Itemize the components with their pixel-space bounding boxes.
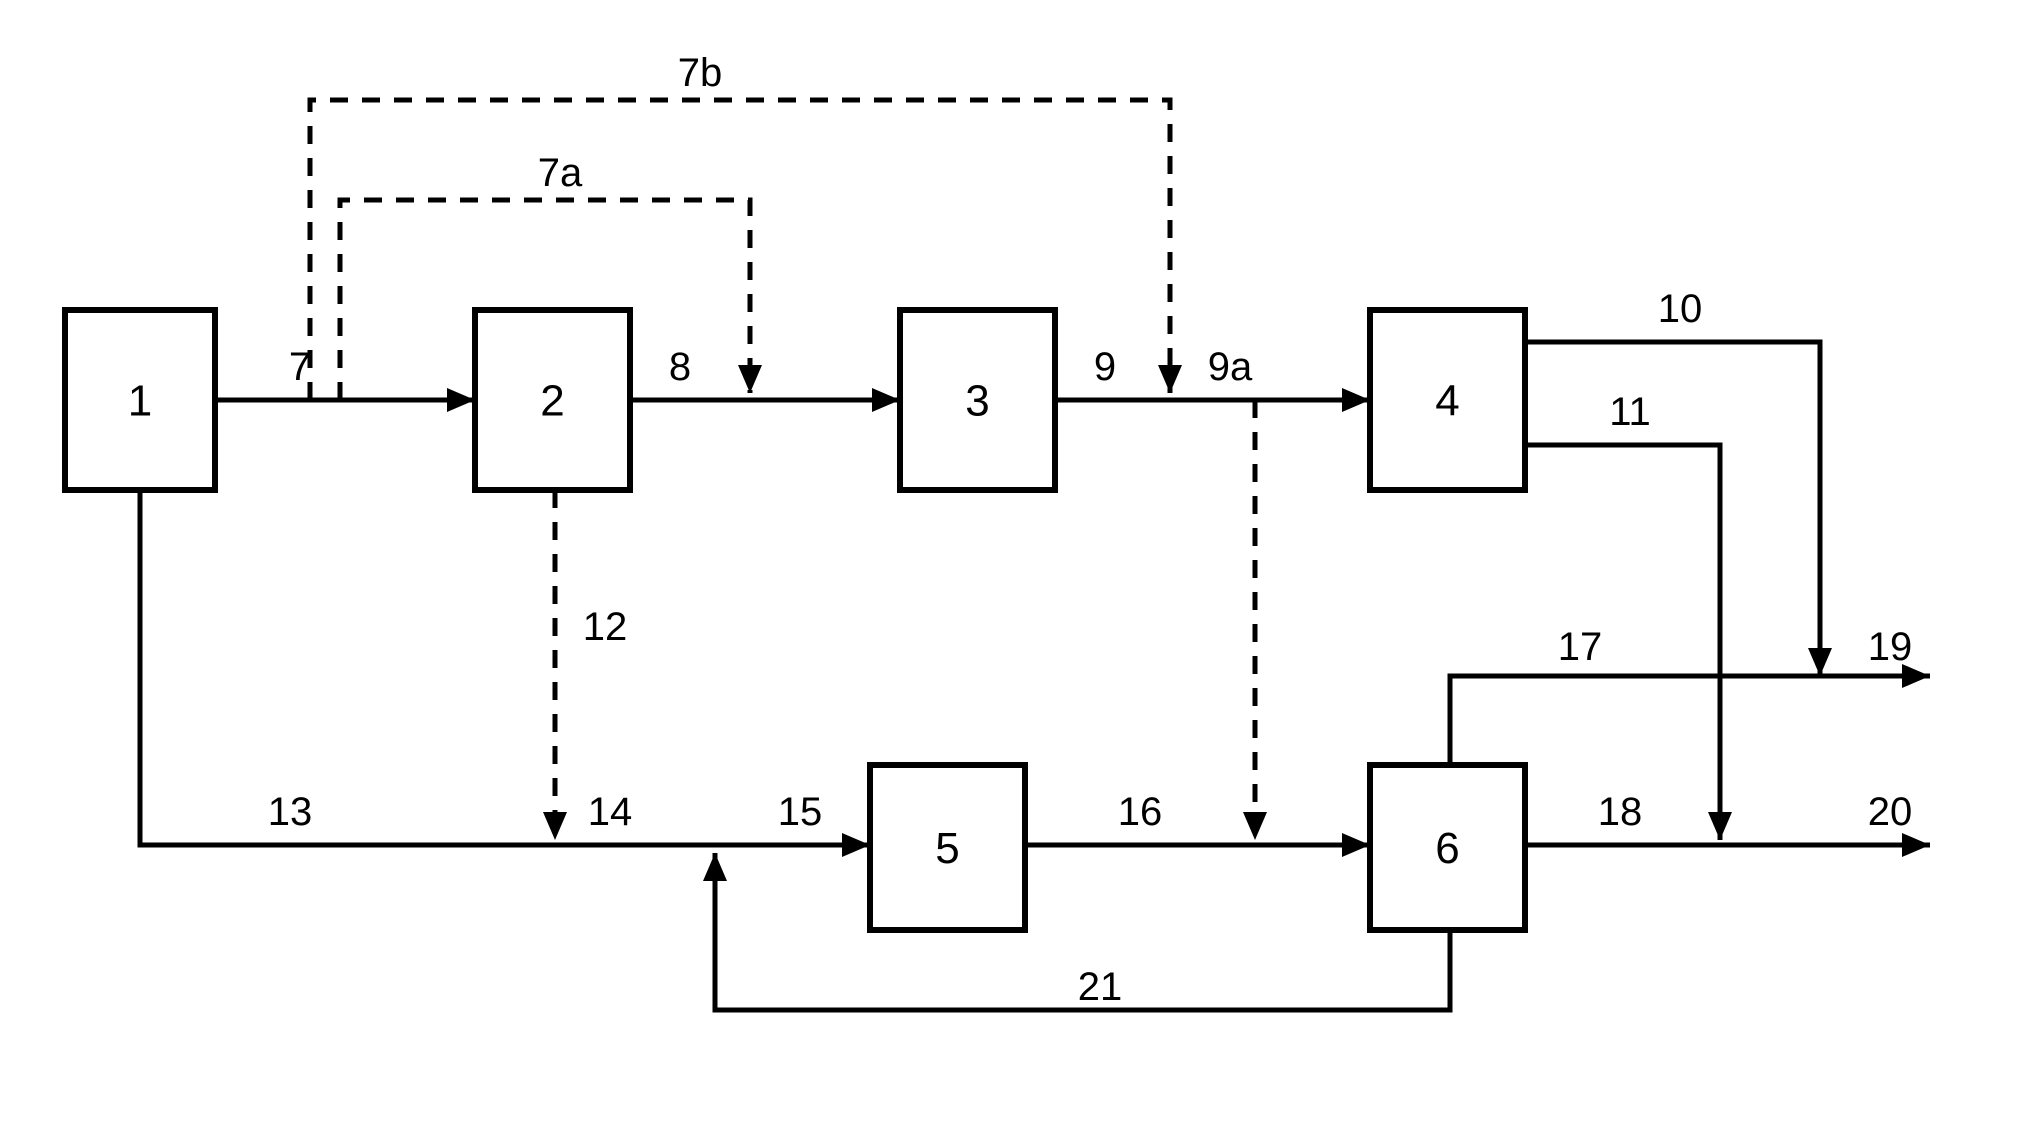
edge-label-e7a: 7a xyxy=(538,151,583,195)
edge-label-e9a: 9a xyxy=(1208,345,1253,389)
arrowhead xyxy=(872,388,900,412)
node-label-n2: 2 xyxy=(540,377,564,426)
node-label-n1: 1 xyxy=(128,377,152,426)
arrowhead xyxy=(703,853,727,881)
edge-label-e16: 16 xyxy=(1118,790,1163,834)
edge-label-e7b: 7b xyxy=(678,51,723,95)
node-label-n6: 6 xyxy=(1435,824,1459,873)
arrowhead xyxy=(1243,812,1267,840)
arrowhead xyxy=(1158,365,1182,393)
edge-label-e13: 13 xyxy=(268,790,313,834)
edge-e11 xyxy=(1525,445,1720,840)
arrowhead xyxy=(842,833,870,857)
edge-e13 xyxy=(140,490,870,845)
edge-label-e19: 19 xyxy=(1868,625,1913,669)
edge-label-e15: 15 xyxy=(778,790,823,834)
edge-e17 xyxy=(1450,676,1930,765)
diagram-canvas: 7899a1011131415161718192021127a7b123456 xyxy=(0,0,2033,1142)
edge-label-e9: 9 xyxy=(1094,345,1116,389)
edge-label-e21: 21 xyxy=(1078,965,1123,1009)
edge-label-e12: 12 xyxy=(583,605,628,649)
edge-label-e8: 8 xyxy=(669,345,691,389)
node-label-n4: 4 xyxy=(1435,377,1459,426)
edge-label-e20: 20 xyxy=(1868,790,1913,834)
arrowhead xyxy=(1708,812,1732,840)
node-label-n5: 5 xyxy=(935,824,959,873)
arrowhead xyxy=(1342,388,1370,412)
arrowhead xyxy=(1342,833,1370,857)
edge-label-e10: 10 xyxy=(1658,287,1703,331)
node-label-n3: 3 xyxy=(965,377,989,426)
edge-label-e17: 17 xyxy=(1558,625,1603,669)
edge-label-e14: 14 xyxy=(588,790,633,834)
edge-label-e11: 11 xyxy=(1609,390,1651,434)
arrowhead xyxy=(1902,833,1930,857)
arrowhead xyxy=(1808,648,1832,676)
arrowhead xyxy=(738,365,762,393)
edge-label-e18: 18 xyxy=(1598,790,1643,834)
arrowhead xyxy=(447,388,475,412)
arrowhead xyxy=(543,812,567,840)
